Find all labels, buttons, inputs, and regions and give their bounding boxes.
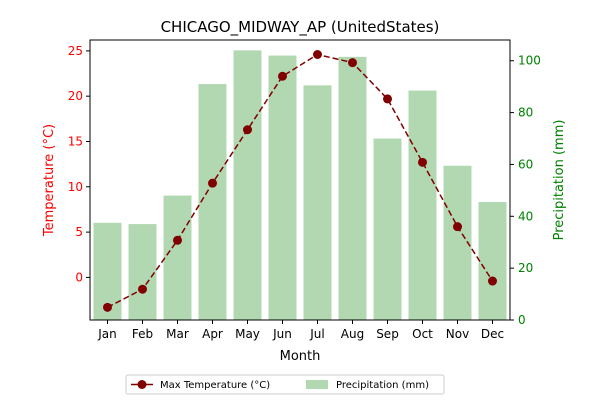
- x-tick-label: Apr: [202, 327, 223, 341]
- y-right-tick-label: 20: [518, 261, 533, 275]
- precip-bar-mar: [163, 195, 192, 320]
- y-left-tick-label: 20: [68, 89, 83, 103]
- y-axis-left-label: Temperature (°C): [42, 124, 57, 237]
- legend: Max Temperature (°C) Precipitation (mm): [125, 374, 445, 395]
- precip-bar-jun: [268, 55, 297, 321]
- precip-bar-may: [233, 50, 262, 321]
- y-left-tick-label: 10: [68, 180, 83, 194]
- x-tick-label: Nov: [446, 327, 469, 341]
- precip-bar-apr: [198, 84, 227, 321]
- legend-frame: [125, 374, 445, 395]
- temperature-line: [103, 49, 497, 312]
- precip-bar-feb: [128, 224, 157, 320]
- precip-bar-sep: [373, 138, 402, 320]
- temp-point-mar: [173, 235, 182, 245]
- x-tick-label: May: [235, 327, 260, 341]
- y-right-tick-label: 40: [518, 209, 533, 223]
- temp-point-oct: [418, 157, 427, 167]
- temp-point-jul: [313, 49, 322, 59]
- legend-label-precipitation: Precipitation (mm): [336, 380, 429, 391]
- precip-bar-nov: [443, 165, 472, 320]
- x-tick-label: Sep: [376, 327, 399, 341]
- precipitation-bars: [93, 50, 507, 321]
- y-right-tick-label: 100: [518, 54, 541, 68]
- y-left-tick-label: 25: [68, 44, 83, 58]
- temperature-line-path: [107, 53, 494, 308]
- y-axis-right: 0 20 40 60 80 100: [510, 54, 541, 327]
- precip-bar-aug: [338, 56, 367, 320]
- x-axis: Jan Feb Mar Apr May Jun Jul Aug Sep Oct Nov Dec: [97, 320, 504, 341]
- y-left-tick-label: 5: [75, 225, 83, 239]
- plot-frame: [89, 39, 511, 321]
- x-tick-label: Jul: [309, 327, 324, 341]
- temp-point-aug: [348, 58, 357, 68]
- precip-bar-dec: [478, 202, 507, 320]
- legend-label-temperature: Max Temperature (°C): [160, 380, 270, 391]
- y-axis-left: 0 5 10 15 20 25: [68, 44, 90, 284]
- x-tick-label: Feb: [132, 327, 153, 341]
- legend-marker-swatch: [137, 380, 147, 389]
- temp-point-sep: [383, 94, 392, 104]
- precip-bar-oct: [408, 90, 437, 320]
- x-tick-label: Mar: [166, 327, 189, 341]
- temp-point-dec: [488, 276, 497, 286]
- y-left-tick-label: 0: [75, 270, 83, 284]
- chart-title: CHICAGO_MIDWAY_AP (UnitedStates): [161, 18, 440, 37]
- temp-point-jan: [103, 302, 112, 312]
- temp-point-may: [243, 125, 252, 135]
- temp-point-apr: [208, 178, 217, 188]
- y-right-tick-label: 0: [518, 313, 526, 327]
- y-left-tick-label: 15: [68, 134, 83, 148]
- y-right-tick-label: 80: [518, 106, 533, 120]
- legend-bar-swatch: [306, 380, 328, 389]
- x-tick-label: Dec: [481, 327, 504, 341]
- temp-point-jun: [278, 71, 287, 81]
- precip-bar-jul: [303, 85, 332, 321]
- y-right-tick-label: 60: [518, 157, 533, 171]
- x-tick-label: Jan: [97, 327, 117, 341]
- y-axis-right-label: Precipitation (mm): [552, 120, 567, 241]
- temp-point-feb: [138, 284, 147, 294]
- x-tick-label: Oct: [412, 327, 433, 341]
- x-axis-label: Month: [280, 349, 321, 364]
- x-tick-label: Aug: [341, 327, 364, 341]
- x-tick-label: Jun: [272, 327, 292, 341]
- temp-point-nov: [453, 222, 462, 232]
